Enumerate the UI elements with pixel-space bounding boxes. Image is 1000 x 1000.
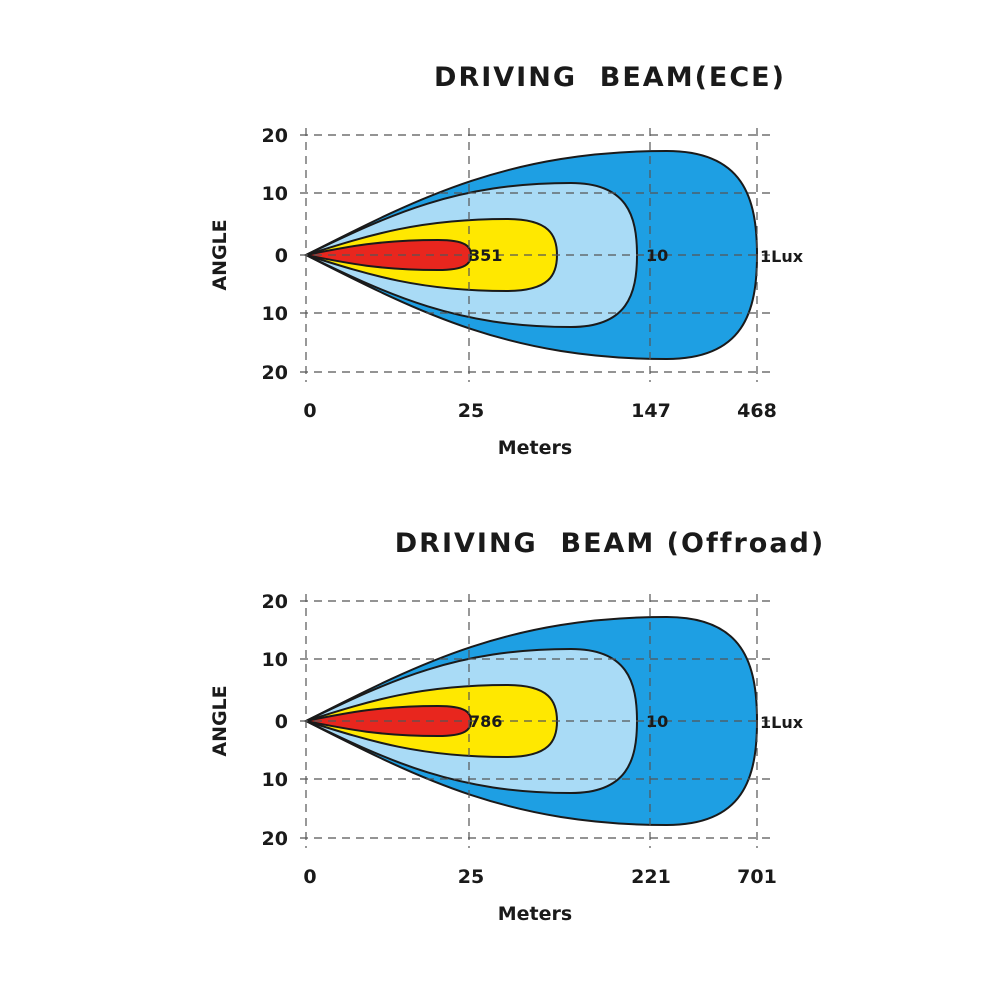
y-axis-label: ANGLE bbox=[209, 685, 231, 756]
chart-plot: 20 10 0 10 20 0 25 221 701 1Lux 10 786 Meters ANGLE bbox=[209, 591, 804, 925]
x-tick-label: 0 bbox=[303, 400, 316, 422]
x-tick-label: 701 bbox=[737, 866, 777, 888]
contour-label: 1Lux bbox=[760, 713, 804, 732]
x-tick-label: 25 bbox=[458, 400, 484, 422]
x-tick-label: 468 bbox=[737, 400, 777, 422]
y-tick-label: 10 bbox=[262, 649, 288, 671]
chart-driving-beam-offroad: DRIVING BEAM (Offroad) 20 10 0 10 20 0 25 221 70… bbox=[0, 516, 1000, 956]
y-tick-label: 10 bbox=[262, 769, 288, 791]
y-tick-label: 0 bbox=[275, 711, 288, 733]
x-tick-label: 221 bbox=[631, 866, 671, 888]
contour-label: 786 bbox=[469, 712, 502, 731]
contour-label: 1Lux bbox=[760, 247, 804, 266]
y-axis-label: ANGLE bbox=[209, 219, 231, 290]
x-axis-label: Meters bbox=[498, 437, 572, 459]
y-tick-label: 10 bbox=[262, 183, 288, 205]
contour-label: 10 bbox=[646, 712, 668, 731]
chart-plot: 20 10 0 10 20 0 25 147 468 1Lux 10 351 Meters ANGLE bbox=[209, 125, 804, 459]
y-tick-label: 20 bbox=[262, 362, 288, 384]
y-tick-label: 20 bbox=[262, 591, 288, 613]
y-tick-label: 20 bbox=[262, 828, 288, 850]
chart-driving-beam-ece: DRIVING BEAM(ECE) 20 10 0 10 20 0 25 147 468 1Lux… bbox=[0, 50, 1000, 490]
y-tick-label: 20 bbox=[262, 125, 288, 147]
x-tick-label: 0 bbox=[303, 866, 316, 888]
x-tick-label: 25 bbox=[458, 866, 484, 888]
x-tick-label: 147 bbox=[631, 400, 671, 422]
x-axis-label: Meters bbox=[498, 903, 572, 925]
contour-label: 10 bbox=[646, 246, 668, 265]
chart-title: DRIVING BEAM (Offroad) bbox=[394, 528, 826, 559]
y-tick-label: 10 bbox=[262, 303, 288, 325]
y-tick-label: 0 bbox=[275, 245, 288, 267]
contour-label: 351 bbox=[469, 246, 502, 265]
chart-title: DRIVING BEAM(ECE) bbox=[434, 62, 786, 93]
